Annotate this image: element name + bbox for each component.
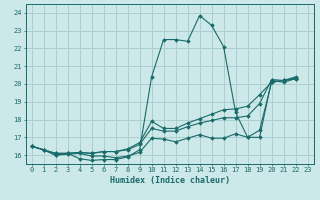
X-axis label: Humidex (Indice chaleur): Humidex (Indice chaleur) — [109, 176, 230, 185]
